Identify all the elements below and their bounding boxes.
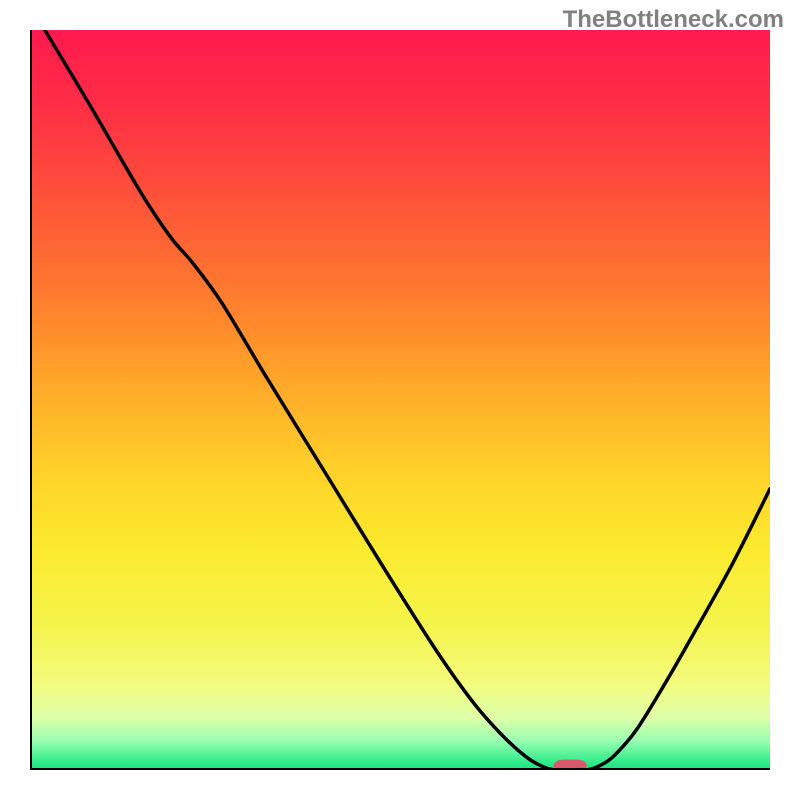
chart-background	[30, 30, 770, 770]
bottleneck-chart	[30, 30, 770, 770]
